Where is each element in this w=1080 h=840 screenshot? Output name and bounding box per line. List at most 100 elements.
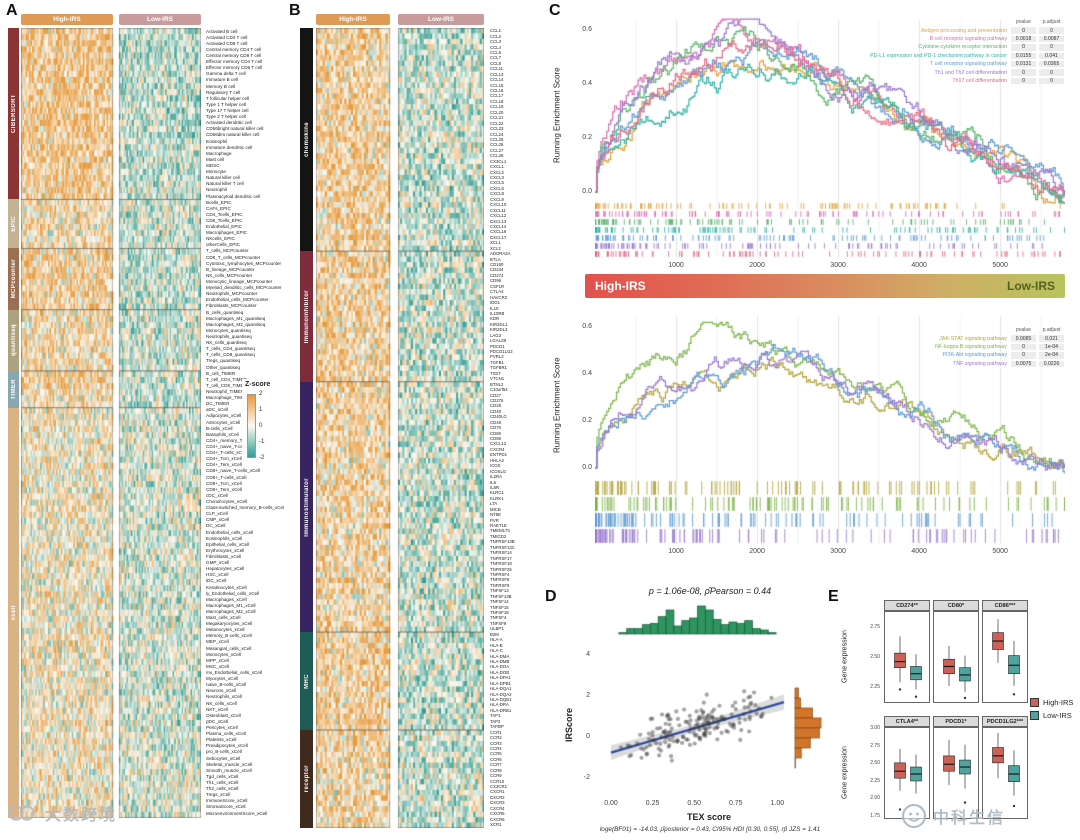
pvalue-cell: 0.0131 [1010,59,1037,69]
zscore-legend-title: Z-score [245,381,271,388]
row-label: Chondrocytes_xCell [206,498,248,504]
row-label: TNFSF13 [490,588,509,594]
legend-col-header: p.adjust [1042,19,1061,26]
row-label: Macrophages_M2_quantiseq [206,321,266,327]
row-label: Central memory CD4 T cell [206,46,262,52]
row-label: Macrophages_M1_quantiseq [206,315,266,321]
boxplot-legend: High-IRS Low-IRS [1030,698,1073,720]
row-label: CCR6 [490,756,502,762]
gsea2-x-tick: 4000 [911,548,927,555]
padjust-cell: 0 [1038,43,1065,52]
row-label: Eosinophils_xCell [206,535,243,541]
category-MCPcounter: MCPcounter [8,248,19,310]
boxplot-y-tick: 3.00 [870,725,880,732]
row-label: CCR8 [490,767,502,773]
row-label: Bcells_EPIC [206,199,232,205]
row-label: TNFRSF9 [490,582,510,588]
row-label: CXCL6 [490,185,504,191]
panel-a-row-labels: Activated B cell Activated CD4 T cell Acti… [204,28,284,818]
pathway-name: Th1 and Th2 cell differentiation [934,69,1007,76]
row-label: CD4+_naive_T-cells_xCell [206,443,261,449]
row-label: otherCells_EPIC [206,242,240,248]
pathway-name: B cell receptor signaling pathway [929,35,1007,42]
category-quantiseq: quantiseq [8,309,19,371]
row-label: TAP1 [490,713,501,719]
row-label: TNFRSF25 [490,566,512,572]
row-label: MPP_xCell [206,657,229,663]
row-label: CXCL2 [490,169,504,175]
pathway-name: PD-L1 expression and PD-1 checkpoint pat… [870,52,1007,59]
row-label: CD70 [490,425,501,431]
scatter-plot [593,600,825,808]
gsea1-y-axis-label: Running Enrichment Score [552,67,562,163]
scatter-y-tick: 0 [586,733,590,741]
row-label: HLA-B [490,642,503,648]
legend-row: Cytokine-cytokine receptor interaction 0 0 [848,43,1065,52]
gsea1-legend: pvalue p.adjust Antigen processing and pre… [848,18,1065,86]
row-label: Natural killer cell [206,175,240,181]
pathway-name: Cytokine-cytokine receptor interaction [918,44,1007,51]
watermark-left: 大数跨境 [6,800,117,826]
row-label: CCL1 [490,28,501,34]
row-label: B2M [490,631,499,637]
row-label: Regulatory T cell [206,89,241,95]
row-label: Activated CD8 T cell [206,40,248,46]
row-label: Mesangial_cells_xCell [206,645,252,651]
row-label: KDR [490,316,500,322]
row-label: TNFSF18 [490,610,509,616]
category-Immunostimulator: Immunostimulator [300,381,313,633]
category-label: EPIC [10,216,17,232]
legend-row: Antigen processing and presentation 0 0 [848,26,1065,35]
row-label: XCR1 [490,822,502,828]
row-label: Macrophages_M2_xCell [206,608,256,614]
row-label: CD40 [490,408,501,414]
row-label: CD4+_Tcm_xCell [206,456,242,462]
row-label: Macrophage_TIMER [206,395,249,401]
row-label: Fibroblasts_MCPcounter [206,303,257,309]
row-label: Plasmacytoid dendritic cell [206,193,261,199]
row-label: Tgd_cells_xCell [206,773,239,779]
row-label: CXCL8 [490,191,504,197]
row-label: IL6R [490,484,500,490]
row-label: Macrophage [206,150,232,156]
row-label: Type 17 T helper cell [206,107,249,113]
row-label: HLA-DOA [490,664,510,670]
panel-b-low-irs-header: Low-IRS [398,14,484,25]
row-label: HLA-DQB1 [490,697,512,703]
row-label: iDC_xCell [206,578,227,584]
row-label: HLA-DOB [490,669,510,675]
row-label: Immature dendritic cell [206,144,253,150]
padjust-cell: 0.0087 [1038,34,1065,44]
legend-col-header: pvalue [1015,327,1031,334]
row-label: Memory B cell [206,83,236,89]
row-label: B_lineage_MCPcounter [206,266,255,272]
row-label: CD56bright natural killer cell [206,126,264,132]
category-TIMER: TIMER [8,370,19,408]
row-label: CCL26 [490,142,504,148]
row-label: HLA-C [490,648,503,654]
scatter-y-axis-label: IRScore [564,708,574,743]
row-label: Preadipocytes_xCell [206,743,248,749]
legend-col-header: pvalue [1015,19,1031,26]
row-label: CXCL13 [490,218,507,224]
boxplot-y-tick: 2.25 [870,684,880,691]
row-label: CXCL16 [490,229,507,235]
row-label: CXCL17 [490,234,507,240]
legend-row: Th1 and Th2 cell differentiation 0 0 [848,68,1065,77]
row-label: CCR5 [490,751,502,757]
row-label: CCL19 [490,104,504,110]
row-label: NK_cells_quantiseq [206,340,247,346]
row-label: Monocytes_quantiseq [206,327,251,333]
row-label: NK_cells_xCell [206,700,237,706]
row-label: CD4_Tcells_EPIC [206,211,243,217]
gsea2-y-tick: 0.2 [582,417,592,424]
panel-a-high-irs-header: High-IRS [21,14,113,25]
category-label: receptor [303,765,310,793]
pathway-name: NF-kappa B signaling pathway [935,343,1007,350]
boxplot-row2-y-axis-label: Gene expression [841,746,849,800]
zscore-tick: -1 [259,438,265,445]
row-label: CXCL3 [490,175,504,181]
row-label: CCR9 [490,773,502,779]
pathway-name: TNF signaling pathway [953,360,1007,367]
row-label: CCL21 [490,115,504,121]
